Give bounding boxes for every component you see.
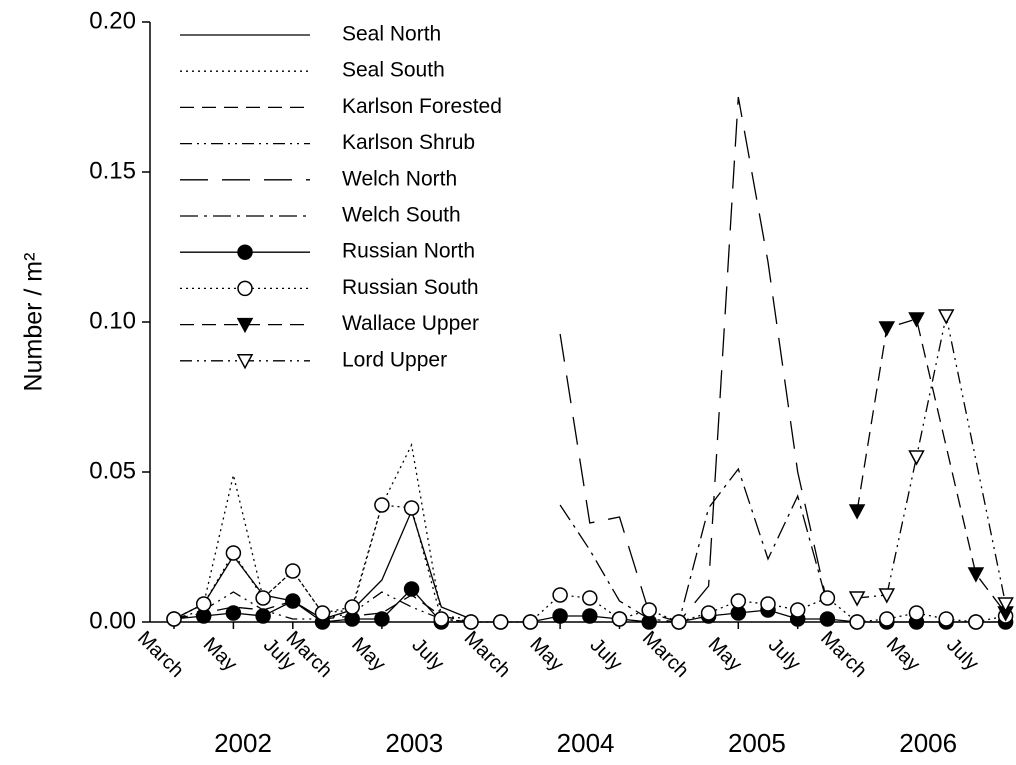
y-axis-title: Number / m² [20,253,48,392]
marker [552,587,568,603]
x-tick-label: May [347,633,389,675]
x-group-label: 2004 [557,728,615,758]
series-line [559,96,829,623]
legend-marker [237,244,253,260]
legend-label: Wallace Upper [342,312,479,335]
marker [582,590,598,606]
marker [700,605,717,621]
x-group-label: 2005 [728,728,786,758]
y-tick-label: 0.20 [89,7,136,34]
marker [285,593,301,609]
x-tick-label: May [199,633,241,675]
legend-label: Russian North [342,240,475,263]
y-tick-label: 0.05 [89,457,136,484]
legend-label: Lord Upper [342,348,447,371]
marker [760,596,776,612]
x-tick-label: July [764,634,805,675]
marker [403,500,420,516]
x-tick-label: March [638,627,693,682]
marker [195,596,212,612]
marker [314,605,331,621]
legend-label: Welch South [342,204,461,227]
marker [878,588,896,604]
x-tick-label: May [882,633,924,675]
marker [908,450,925,466]
marker [225,545,242,561]
marker [374,497,390,513]
x-tick-label: March [460,627,515,682]
marker [967,567,985,583]
marker [908,312,925,328]
series-line [559,467,829,623]
legend-marker [236,317,254,334]
legend-label: Russian South [342,276,479,299]
marker [819,590,836,606]
marker [878,321,896,337]
y-tick-label: 0.00 [89,607,136,634]
x-group-label: 2003 [385,728,443,758]
marker [166,611,182,627]
marker [552,608,568,624]
y-tick-label: 0.10 [89,307,136,334]
marker [849,614,865,630]
x-tick-label: May [704,633,746,675]
legend-label: Welch North [342,167,457,190]
x-tick-label: March [816,627,871,682]
marker [997,597,1014,613]
marker [730,593,747,609]
marker [908,605,925,621]
x-tick-label: March [133,627,188,682]
legend-label: Seal South [342,59,445,82]
marker [255,608,271,624]
marker [225,605,242,621]
marker [848,504,866,520]
marker [819,611,836,627]
x-group-label: 2006 [899,728,957,758]
marker [937,309,955,325]
marker [671,614,687,630]
legend-label: Seal North [342,23,441,46]
marker [879,611,895,627]
marker [492,614,509,630]
marker [641,602,657,618]
marker [611,611,628,627]
series-line [173,442,472,620]
marker [938,611,954,627]
x-tick-label: July [586,634,627,675]
marker [848,591,866,607]
marker [968,614,984,630]
x-tick-label: May [525,633,567,675]
legend-marker [237,280,253,297]
series-line [856,318,1007,614]
marker [374,611,390,627]
x-group-label: 2002 [214,728,272,758]
marker [403,581,420,597]
x-tick-label: July [942,634,983,675]
marker [255,590,271,606]
series-line [857,315,1007,605]
marker [433,611,450,627]
marker [463,614,479,630]
marker [522,614,539,630]
marker [789,602,806,618]
y-tick-label: 0.15 [89,157,136,184]
marker [344,599,360,615]
legend-label: Karlson Forested [342,95,502,118]
legend-marker [236,354,254,370]
x-tick-label: July [407,634,448,675]
legend-label: Karlson Shrub [342,131,475,154]
marker [285,563,301,579]
marker [582,608,598,624]
